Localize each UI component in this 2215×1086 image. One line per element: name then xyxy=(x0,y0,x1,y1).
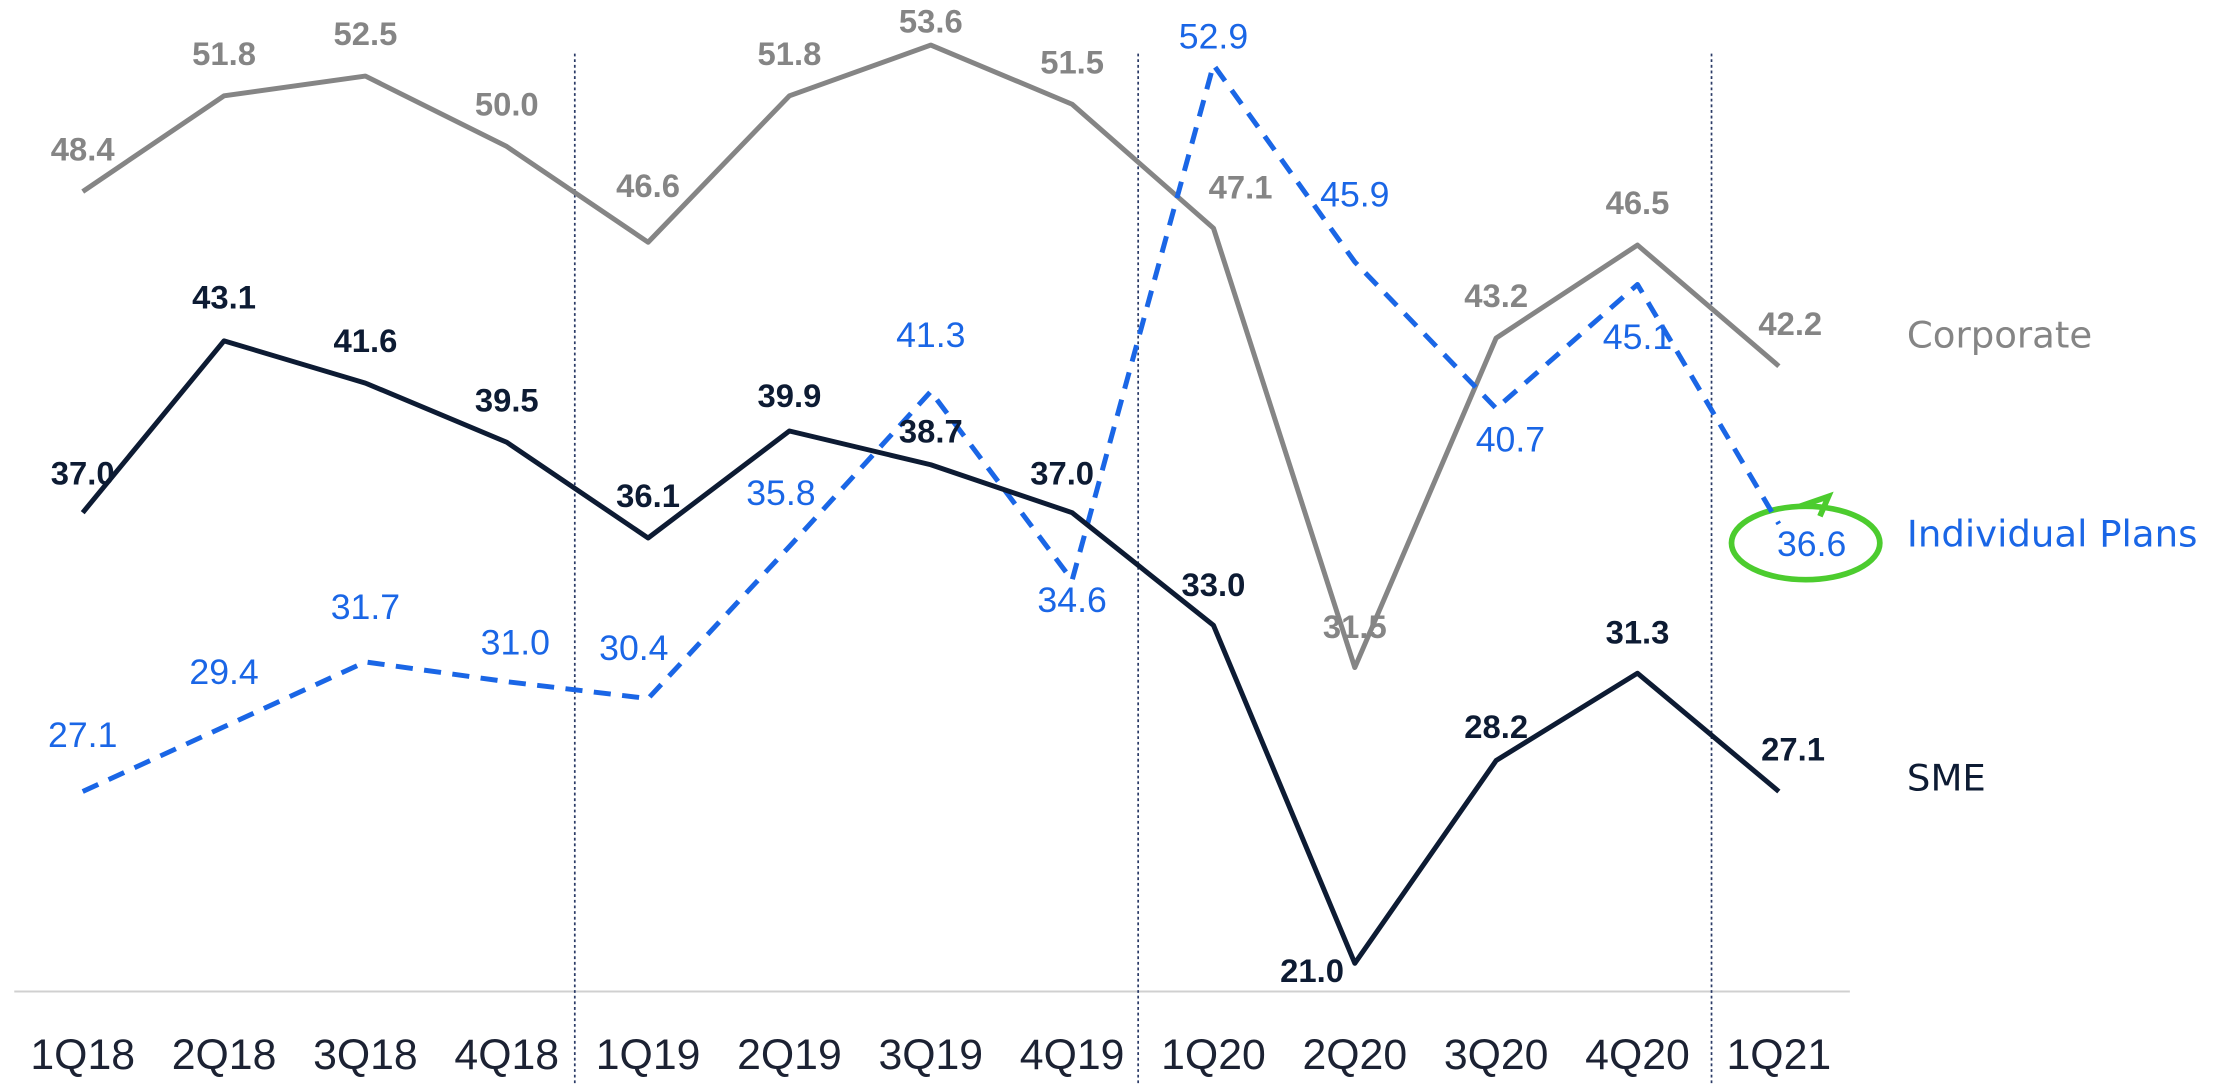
x-tick-label: 2Q19 xyxy=(737,1031,842,1079)
data-label: 31.3 xyxy=(1606,614,1670,651)
x-tick-label: 4Q18 xyxy=(454,1031,559,1079)
series-line xyxy=(80,338,1781,966)
data-label: 43.1 xyxy=(192,279,256,316)
data-label: 21.0 xyxy=(1280,952,1344,989)
data-label: 29.4 xyxy=(189,652,258,692)
series-line xyxy=(81,42,1781,671)
data-label: 36.6 xyxy=(1777,524,1846,564)
data-label: 41.3 xyxy=(896,315,965,355)
x-tick-label: 1Q18 xyxy=(30,1031,135,1079)
x-tick-label: 3Q19 xyxy=(878,1031,983,1079)
data-label: 34.6 xyxy=(1037,580,1106,620)
legend-label: Corporate xyxy=(1907,314,2092,357)
data-label: 27.1 xyxy=(1761,731,1825,768)
data-label: 40.7 xyxy=(1476,420,1545,460)
data-label: 47.1 xyxy=(1209,169,1273,206)
x-tick-label: 1Q20 xyxy=(1161,1031,1266,1079)
legend-label: SME xyxy=(1907,757,1986,800)
data-label: 35.8 xyxy=(746,473,815,513)
data-label: 51.8 xyxy=(192,35,256,72)
data-label: 31.0 xyxy=(481,622,550,662)
data-label: 42.2 xyxy=(1758,305,1822,342)
data-label: 45.9 xyxy=(1320,175,1389,215)
data-label: 46.5 xyxy=(1606,184,1670,221)
data-label: 53.6 xyxy=(899,3,963,40)
data-label: 52.5 xyxy=(333,15,397,52)
data-label: 31.7 xyxy=(331,587,400,627)
x-tick-label: 3Q18 xyxy=(313,1031,418,1079)
data-label: 50.0 xyxy=(475,86,539,123)
data-label: 46.6 xyxy=(616,167,680,204)
highlight-hook xyxy=(1799,491,1834,518)
data-label: 43.2 xyxy=(1464,277,1528,314)
data-label: 52.9 xyxy=(1179,17,1248,57)
data-label: 30.4 xyxy=(599,628,668,668)
data-label: 39.5 xyxy=(475,381,539,418)
x-tick-label: 1Q21 xyxy=(1727,1031,1832,1079)
data-label: 38.7 xyxy=(899,412,963,449)
data-label: 45.1 xyxy=(1603,317,1672,357)
x-tick-label: 3Q20 xyxy=(1444,1031,1549,1079)
x-tick-label: 4Q19 xyxy=(1020,1031,1125,1079)
data-label: 33.0 xyxy=(1182,566,1246,603)
legend-label: Individual Plans xyxy=(1907,513,2197,556)
data-label: 51.8 xyxy=(758,35,822,72)
data-label: 41.6 xyxy=(333,322,397,359)
data-label: 39.9 xyxy=(758,377,822,414)
data-label: 27.1 xyxy=(48,715,117,755)
x-tick-label: 1Q19 xyxy=(596,1031,701,1079)
data-label: 51.5 xyxy=(1040,43,1104,80)
data-label: 28.2 xyxy=(1464,708,1528,745)
data-label: 31.5 xyxy=(1323,608,1387,645)
x-tick-label: 2Q20 xyxy=(1302,1031,1407,1079)
data-label: 36.1 xyxy=(616,477,680,514)
x-tick-label: 4Q20 xyxy=(1585,1031,1690,1079)
data-label: 37.0 xyxy=(1030,455,1094,492)
data-label: 37.0 xyxy=(51,455,115,492)
data-label: 48.4 xyxy=(51,131,115,168)
x-tick-label: 2Q18 xyxy=(172,1031,277,1079)
